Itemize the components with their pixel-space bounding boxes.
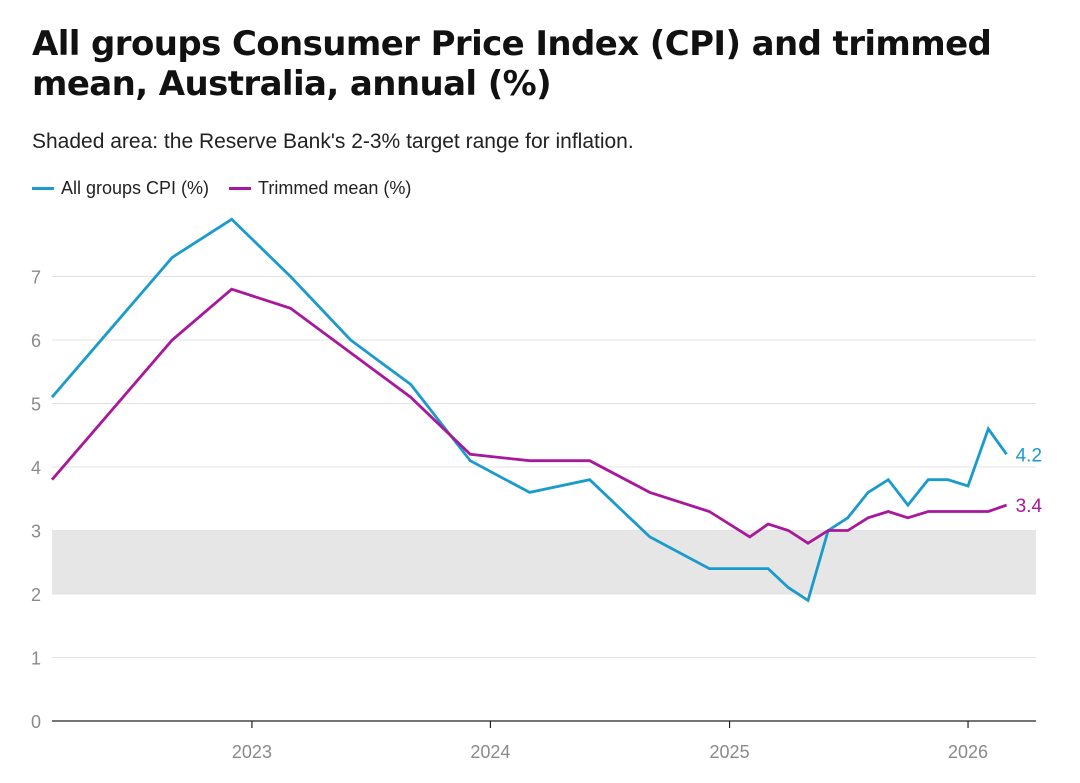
y-tick-label-5: 5 [31,395,41,415]
legend-label-trimmed-mean: Trimmed mean (%) [258,178,412,198]
target-range-band [52,530,1036,594]
y-tick-label-2: 2 [31,585,41,605]
end-labels: 4.2 3.4 [1016,445,1043,517]
y-tick-label-3: 3 [31,522,41,542]
legend-item-cpi: All groups CPI (%) [32,178,209,199]
legend-swatch-cpi [32,187,54,190]
x-tick-label-2023: 2023 [232,742,272,762]
y-tick-label-0: 0 [31,712,41,732]
y-tick-label-6: 6 [31,331,41,351]
x-tick-label-2026: 2026 [948,742,988,762]
target-band-layer [52,530,1036,594]
legend-label-cpi: All groups CPI (%) [61,178,210,198]
legend-item-trimmed-mean: Trimmed mean (%) [229,178,411,199]
gridlines [52,276,1036,658]
chart-title: All groups Consumer Price Index (CPI) an… [32,24,992,105]
axes: 0 1 2 3 4 5 6 7 2023 2024 2025 2026 [31,268,1036,762]
y-tick-label-7: 7 [31,268,41,288]
legend: All groups CPI (%) Trimmed mean (%) [32,178,431,199]
y-tick-label-4: 4 [31,458,41,478]
x-tick-label-2024: 2024 [470,742,510,762]
end-label-trimmed-mean: 3.4 [1016,496,1043,517]
legend-swatch-trimmed-mean [229,187,252,190]
chart-subtitle: Shaded area: the Reserve Bank's 2-3% tar… [32,130,634,153]
x-tick-label-2025: 2025 [710,742,750,762]
series-lines [50,217,1008,603]
series-line-trimmed-mean [50,287,1008,545]
end-label-cpi: 4.2 [1016,445,1042,466]
y-tick-label-1: 1 [31,649,41,669]
series-line-cpi [50,217,1008,603]
